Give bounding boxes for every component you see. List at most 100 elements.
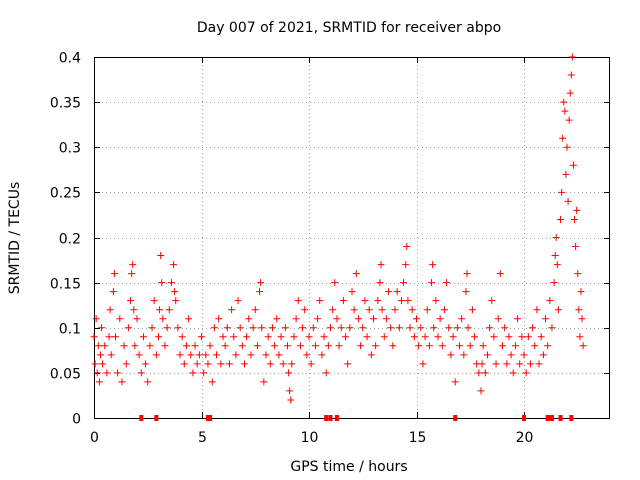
- data-point: [389, 342, 397, 350]
- data-point: [572, 243, 580, 251]
- data-point: [94, 342, 102, 350]
- data-point: [573, 206, 581, 214]
- data-point: [333, 315, 341, 323]
- data-point: [91, 360, 99, 368]
- bottom-marker: [139, 415, 144, 421]
- data-point: [198, 333, 205, 341]
- data-point: [348, 288, 356, 296]
- data-point: [443, 279, 451, 287]
- data-point: [135, 351, 143, 359]
- data-point: [257, 279, 265, 287]
- data-point: [432, 297, 440, 305]
- data-point: [156, 306, 164, 314]
- x-tick-label: 10: [301, 430, 319, 446]
- data-point: [548, 324, 556, 332]
- data-point: [344, 360, 352, 368]
- y-tick-label: 0: [72, 412, 81, 428]
- data-point: [552, 234, 560, 241]
- data-point: [232, 351, 240, 359]
- data-point: [477, 387, 485, 395]
- data-point: [462, 288, 470, 296]
- data-point: [400, 279, 408, 287]
- data-point: [563, 143, 571, 151]
- data-point: [359, 324, 367, 332]
- data-point: [464, 324, 472, 332]
- bottom-marker: [453, 415, 458, 421]
- data-point: [417, 324, 425, 332]
- data-point: [331, 279, 339, 287]
- data-point: [458, 315, 466, 323]
- bottom-marker: [324, 415, 329, 421]
- y-tick-label: 0.1: [59, 322, 81, 338]
- data-point: [520, 351, 528, 359]
- data-point: [565, 116, 573, 124]
- data-point: [129, 261, 137, 269]
- data-point: [430, 324, 438, 332]
- data-point: [249, 324, 257, 332]
- data-point: [273, 315, 281, 323]
- data-point: [245, 315, 253, 323]
- data-point: [99, 360, 107, 368]
- data-point: [578, 315, 586, 323]
- data-point: [361, 297, 369, 305]
- data-point: [285, 369, 293, 377]
- y-axis-label: SRMTID / TECUs: [7, 182, 23, 295]
- bottom-marker: [545, 415, 550, 421]
- data-point: [503, 360, 511, 368]
- data-point: [551, 252, 559, 260]
- data-point: [200, 369, 208, 377]
- data-point: [234, 297, 242, 305]
- data-point: [568, 53, 576, 61]
- y-tick-label: 0.15: [50, 277, 81, 293]
- data-point: [131, 342, 139, 350]
- data-point: [529, 324, 537, 332]
- data-point: [101, 342, 109, 350]
- data-point: [137, 369, 145, 377]
- data-point: [486, 324, 494, 332]
- data-point: [266, 360, 274, 368]
- data-point: [514, 315, 522, 323]
- data-point: [264, 333, 272, 341]
- data-point: [96, 351, 104, 359]
- data-point: [561, 107, 569, 115]
- data-point: [258, 324, 266, 332]
- data-point: [225, 360, 233, 368]
- data-point: [109, 288, 117, 296]
- data-point: [406, 324, 414, 332]
- data-point: [171, 288, 179, 296]
- x-axis-label: GPS time / hours: [290, 459, 407, 475]
- data-point: [352, 270, 360, 278]
- data-point: [374, 297, 382, 305]
- data-point: [478, 360, 486, 368]
- data-point: [492, 360, 500, 368]
- data-point: [90, 333, 98, 341]
- bottom-marker: [205, 415, 210, 421]
- data-point: [262, 351, 270, 359]
- data-point: [566, 89, 574, 97]
- y-tick-label: 0.4: [59, 51, 81, 67]
- data-point: [574, 270, 582, 278]
- data-point: [558, 188, 566, 196]
- data-point: [496, 270, 504, 278]
- data-point: [456, 342, 463, 350]
- data-point: [116, 315, 124, 323]
- data-point: [221, 342, 229, 350]
- data-point: [413, 315, 420, 323]
- data-point: [217, 360, 225, 368]
- data-point: [571, 215, 579, 223]
- data-point: [142, 360, 150, 368]
- data-point: [376, 279, 384, 287]
- data-point: [174, 324, 182, 332]
- data-point: [546, 297, 554, 305]
- data-point: [219, 333, 227, 341]
- data-point: [170, 261, 178, 269]
- data-point: [460, 351, 468, 359]
- data-point: [284, 342, 291, 350]
- data-point: [577, 288, 585, 296]
- data-point: [204, 360, 212, 368]
- data-point: [236, 324, 244, 332]
- data-point: [522, 369, 530, 377]
- data-point: [107, 351, 115, 359]
- data-point: [567, 71, 575, 79]
- data-point: [118, 378, 126, 386]
